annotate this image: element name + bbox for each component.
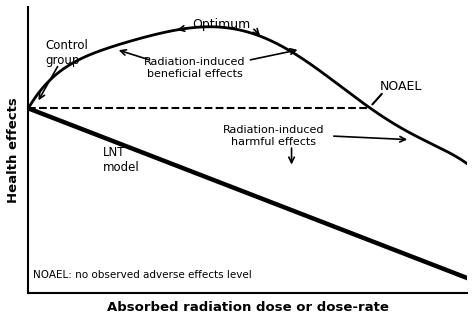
Text: LNT
model: LNT model [103, 146, 140, 174]
Text: Optimum: Optimum [192, 18, 250, 31]
Y-axis label: Health effects: Health effects [7, 97, 20, 203]
Text: NOAEL: NOAEL [379, 80, 422, 93]
Text: NOAEL: no observed adverse effects level: NOAEL: no observed adverse effects level [33, 270, 251, 280]
Text: Control
group: Control group [46, 39, 89, 67]
Text: Radiation-induced
harmful effects: Radiation-induced harmful effects [223, 125, 325, 147]
Text: Radiation-induced
beneficial effects: Radiation-induced beneficial effects [144, 57, 246, 79]
X-axis label: Absorbed radiation dose or dose-rate: Absorbed radiation dose or dose-rate [107, 301, 389, 314]
